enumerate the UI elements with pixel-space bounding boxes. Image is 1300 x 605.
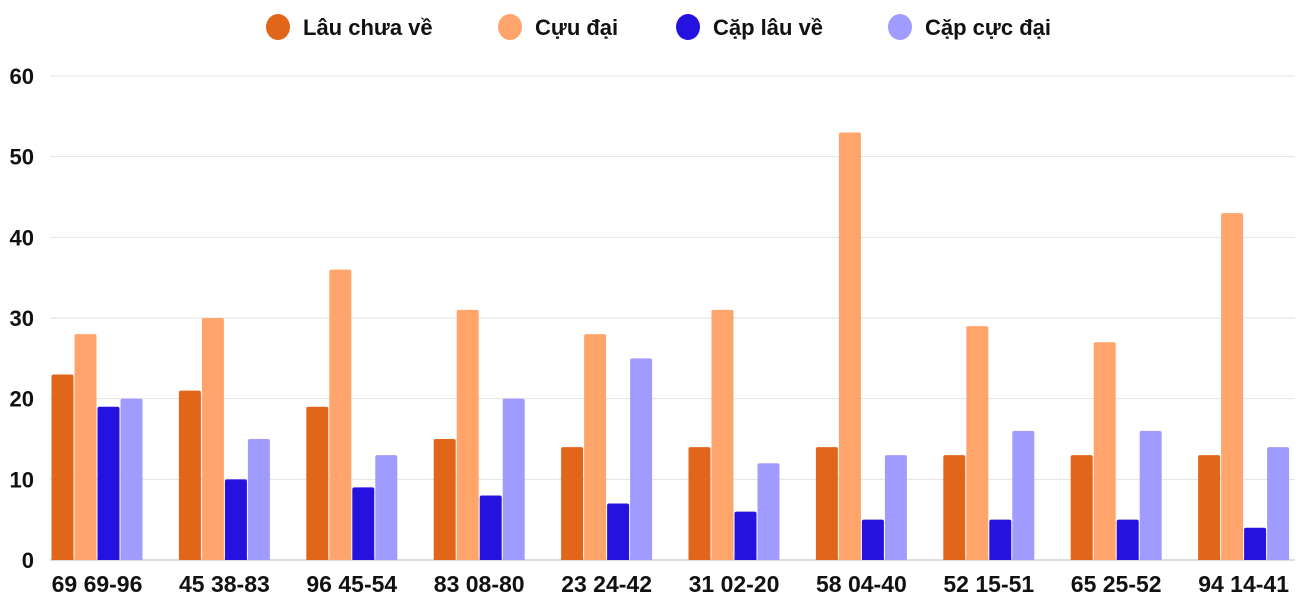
bar [561, 447, 584, 560]
legend-label: Cặp cực đại [925, 15, 1051, 40]
bar [838, 132, 861, 560]
bar [943, 455, 966, 560]
bar [1139, 430, 1162, 560]
legend-label: Lâu chưa về [303, 15, 433, 40]
bar [630, 358, 653, 560]
x-tick-label: 69 69-96 [52, 571, 143, 597]
bar [966, 326, 989, 560]
legend-swatch-icon [498, 14, 522, 40]
x-tick-label: 94 14-41 [1198, 571, 1289, 597]
bar [734, 511, 757, 560]
legend-label: Cựu đại [535, 15, 618, 40]
legend-label: Cặp lâu về [713, 15, 823, 40]
y-tick-label: 60 [10, 64, 34, 89]
bar [607, 503, 630, 560]
x-tick-label: 31 02-20 [689, 571, 780, 597]
bar [711, 309, 734, 560]
x-tick-label: 23 24-42 [561, 571, 652, 597]
bars [51, 132, 1290, 560]
x-tick-label: 52 15-51 [943, 571, 1034, 597]
bar [1198, 455, 1221, 560]
bar [201, 318, 224, 560]
bar [1116, 519, 1139, 560]
x-tick-label: 83 08-80 [434, 571, 525, 597]
y-tick-label: 50 [10, 145, 34, 170]
bar [479, 495, 502, 560]
bar [884, 455, 907, 560]
bar [989, 519, 1012, 560]
y-tick-label: 0 [22, 548, 34, 573]
x-tick-label: 65 25-52 [1071, 571, 1162, 597]
y-axis: 0 10 20 30 40 50 60 [10, 64, 34, 573]
legend-item: Cặp lâu về [676, 14, 823, 40]
y-tick-label: 40 [10, 225, 34, 250]
bar [456, 309, 479, 560]
bar [51, 374, 74, 560]
y-tick-label: 10 [10, 467, 34, 492]
bar [1093, 342, 1116, 560]
bar [433, 439, 456, 560]
bar [757, 463, 780, 560]
bar [352, 487, 375, 560]
x-tick-label: 45 38-83 [179, 571, 270, 597]
bar [329, 269, 352, 560]
bar [178, 390, 201, 560]
bar [247, 439, 270, 560]
bar [688, 447, 711, 560]
bar [375, 455, 398, 560]
y-tick-label: 20 [10, 387, 34, 412]
legend-item: Cặp cực đại [888, 14, 1051, 40]
legend-item: Lâu chưa về [266, 14, 433, 40]
legend: Lâu chưa về Cựu đại Cặp lâu về Cặp cực đại [266, 14, 1051, 40]
x-tick-label: 96 45-54 [306, 571, 397, 597]
bar [502, 398, 525, 560]
bar [306, 406, 329, 560]
legend-item: Cựu đại [498, 14, 618, 40]
bar [97, 406, 120, 560]
bar [1012, 430, 1035, 560]
x-tick-label: 58 04-40 [816, 571, 907, 597]
bar [120, 398, 143, 560]
y-tick-label: 30 [10, 306, 34, 331]
bar [861, 519, 884, 560]
bar [224, 479, 247, 560]
legend-swatch-icon [266, 14, 290, 40]
bar [1070, 455, 1093, 560]
bar [1221, 213, 1244, 560]
bar [815, 447, 838, 560]
bar [584, 334, 607, 560]
bar [74, 334, 97, 560]
bar [1244, 527, 1267, 560]
legend-swatch-icon [676, 14, 700, 40]
legend-swatch-icon [888, 14, 912, 40]
x-axis: 69 69-96 45 38-83 96 45-54 83 08-80 23 24-42… [52, 571, 1290, 597]
bar [1267, 447, 1290, 560]
